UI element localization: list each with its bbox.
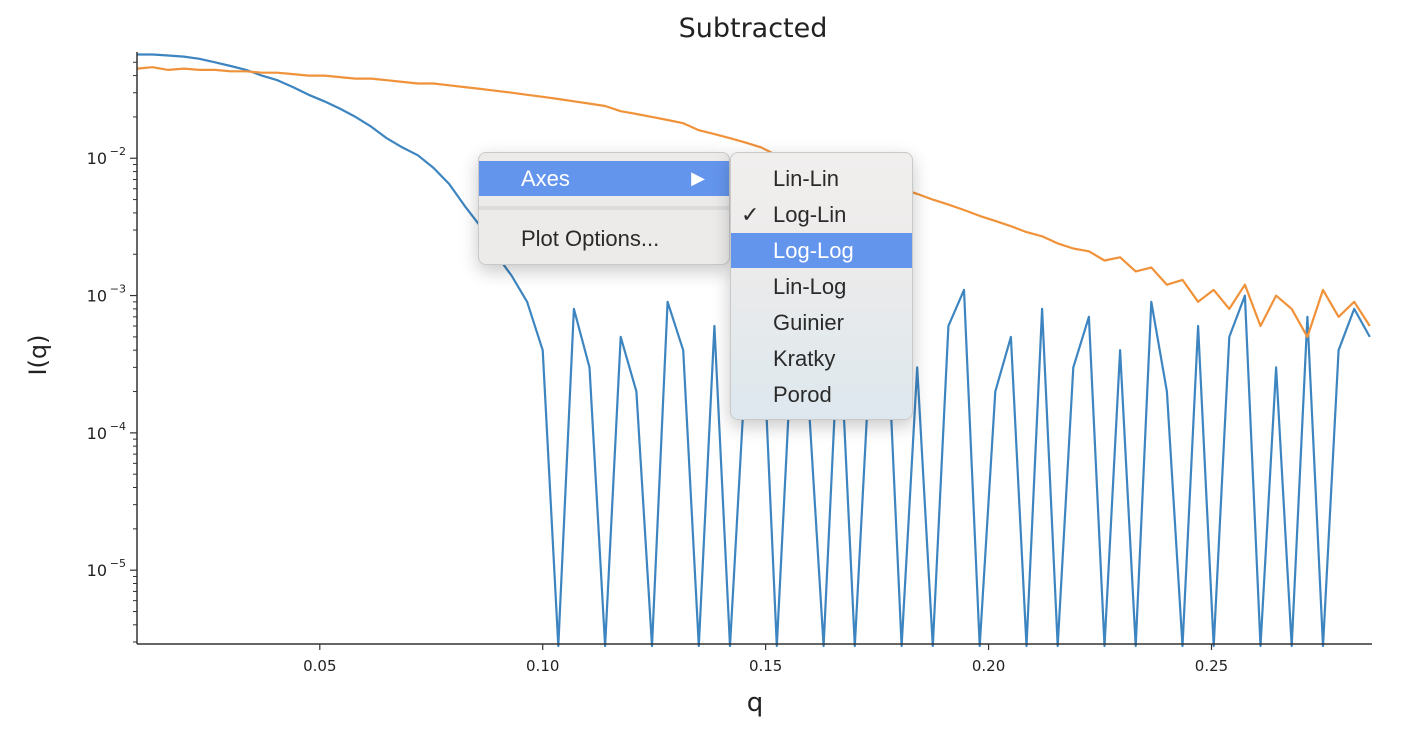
x-tick-label: 0.10 [526,657,559,675]
submenu-item-log-log[interactable]: Log-Log [731,233,912,268]
y-tick-exponent: −3 [110,283,126,296]
y-tick-label: 10 [87,149,107,168]
y-tick-exponent: −4 [110,420,126,433]
axes-submenu: Lin-Lin ✓ Log-Lin Log-Log Lin-Log Guinier… [730,152,913,420]
submenu-item-label: Log-Log [773,238,854,263]
menu-separator [479,206,729,210]
menu-item-label: Axes [521,166,570,191]
submenu-item-log-lin[interactable]: ✓ Log-Lin [731,197,912,232]
x-tick-label: 0.05 [303,657,336,675]
y-tick-exponent: −5 [110,557,126,570]
submenu-item-guinier[interactable]: Guinier [731,305,912,340]
x-tick-label: 0.20 [972,657,1005,675]
checkmark-icon: ✓ [741,202,760,227]
submenu-item-label: Log-Lin [773,202,847,227]
y-tick-label: 10 [87,561,107,580]
submenu-arrow-icon: ▶ [691,168,705,188]
menu-item-plot-options[interactable]: Plot Options... [479,221,729,256]
submenu-item-kratky[interactable]: Kratky [731,341,912,376]
submenu-item-label: Lin-Log [773,274,847,299]
submenu-item-label: Lin-Lin [773,166,840,191]
submenu-item-label: Porod [773,382,832,407]
x-tick-label: 0.15 [749,657,782,675]
y-tick-label: 10 [87,287,107,306]
submenu-item-label: Guinier [773,310,844,335]
submenu-item-lin-log[interactable]: Lin-Log [731,269,912,304]
submenu-item-lin-lin[interactable]: Lin-Lin [731,161,912,196]
series-line-2 [136,66,1371,338]
x-axis-label: q [747,688,764,718]
chart-title: Subtracted [679,13,828,44]
y-axis-label: I(q) [24,334,52,375]
context-menu: Axes ▶ Plot Options... [478,152,730,265]
submenu-item-porod[interactable]: Porod [731,377,912,412]
menu-item-label: Plot Options... [521,226,660,251]
menu-item-axes[interactable]: Axes ▶ [479,161,729,196]
submenu-item-label: Kratky [773,346,836,371]
y-tick-exponent: −2 [110,145,126,158]
x-tick-label: 0.25 [1195,657,1228,675]
y-tick-label: 10 [87,424,107,443]
